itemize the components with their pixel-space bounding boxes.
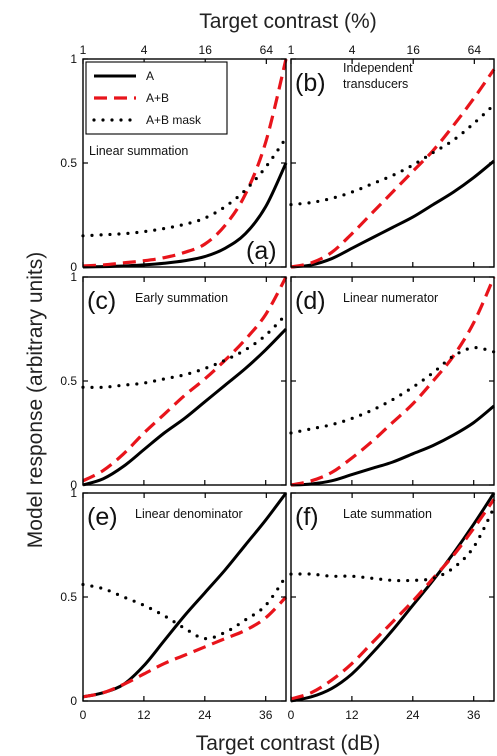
y-axis-title: Model response (arbitrary units): [24, 252, 47, 548]
legend: A A+B A+B mask: [85, 61, 228, 135]
top-tick-label: 4: [349, 43, 356, 57]
panel-title: transducers: [343, 77, 408, 91]
bottom-tick-label: 12: [137, 708, 151, 722]
panel-letter: (a): [246, 237, 277, 265]
bottom-tick-label: 12: [345, 708, 359, 722]
legend-box: [85, 61, 228, 135]
bottom-tick-label: 24: [406, 708, 420, 722]
panel-letter: (e): [87, 503, 118, 531]
top-tick-label: 64: [468, 43, 482, 57]
series-line-a-b-mask: [81, 574, 288, 641]
series-line-a: [290, 492, 496, 703]
series-line-a-b-mask: [81, 312, 288, 389]
series-line-a-b-mask: [289, 505, 496, 583]
panel-letter: (d): [295, 287, 326, 315]
y-tick-label: 0.5: [60, 374, 77, 388]
panel-1: 1 4 16 64 (b) Independent transducers: [288, 43, 496, 269]
bottom-tick-label: 0: [288, 708, 295, 722]
panel-letter: (f): [295, 503, 319, 531]
panel-5: 0 12 24 36 (f) Late summation: [288, 492, 496, 722]
top-axis-title: Target contrast (%): [199, 10, 376, 33]
legend-label: A+B: [146, 91, 169, 105]
top-tick-label: 1: [80, 43, 87, 57]
bottom-tick-label: 0: [80, 708, 87, 722]
series-line-a: [290, 159, 495, 269]
series-line-a: [82, 327, 288, 487]
panel-4: 0 0.5 1 0 12 24 36 (e) Linear denominator: [60, 486, 288, 722]
panel-3: (d) Linear numerator: [289, 276, 496, 487]
y-tick-label: 0.5: [60, 156, 77, 170]
y-tick-label: 0: [70, 694, 77, 708]
panel-letter: (b): [295, 69, 326, 97]
series-line-a-b-mask: [289, 346, 496, 435]
top-tick-label: 1: [288, 43, 295, 57]
panel-title: Linear summation: [89, 144, 188, 158]
y-tick-label: 1: [70, 270, 77, 284]
series-line-a: [290, 404, 495, 487]
series-line-a-b: [290, 276, 496, 487]
y-tick-label: 1: [70, 486, 77, 500]
panel-0: 0 0.5 11 4 16 64 (a) Linear summation A A+B A+B ma…: [60, 43, 288, 274]
y-tick-label: 0: [70, 478, 77, 492]
series-line-a-b: [290, 68, 496, 269]
series-line-a: [82, 162, 288, 269]
panel-letter: (c): [87, 287, 116, 315]
panel-title: Early summation: [135, 291, 228, 305]
top-tick-label: 16: [407, 43, 421, 57]
series-line-a-b: [82, 276, 288, 483]
y-tick-label: 0.5: [60, 590, 77, 604]
legend-label: A: [146, 69, 154, 83]
top-tick-label: 4: [141, 43, 148, 57]
panel-2: 0 0.5 1 (c) Early summation: [60, 270, 288, 492]
series-line-a-b-mask: [289, 103, 496, 207]
bottom-tick-label: 36: [467, 708, 481, 722]
series-line-a: [82, 492, 288, 699]
series-line-a-b: [290, 498, 496, 701]
top-tick-label: 64: [260, 43, 274, 57]
top-tick-label: 16: [199, 43, 213, 57]
panel-title: Linear denominator: [135, 507, 243, 521]
legend-label: A+B mask: [146, 113, 202, 127]
panel-title: Independent: [343, 61, 413, 75]
panel-title: Late summation: [343, 507, 432, 521]
bottom-tick-label: 24: [198, 708, 212, 722]
y-tick-label: 1: [70, 52, 77, 66]
panel-title: Linear numerator: [343, 291, 438, 305]
bottom-tick-label: 36: [259, 708, 273, 722]
bottom-axis-title: Target contrast (dB): [196, 732, 380, 755]
series-line-a-b: [82, 58, 288, 268]
series-line-a-b-mask: [81, 136, 288, 238]
series-line-a-b: [82, 595, 288, 699]
y-tick-label: 0: [70, 260, 77, 274]
panel-frame: [290, 492, 495, 702]
